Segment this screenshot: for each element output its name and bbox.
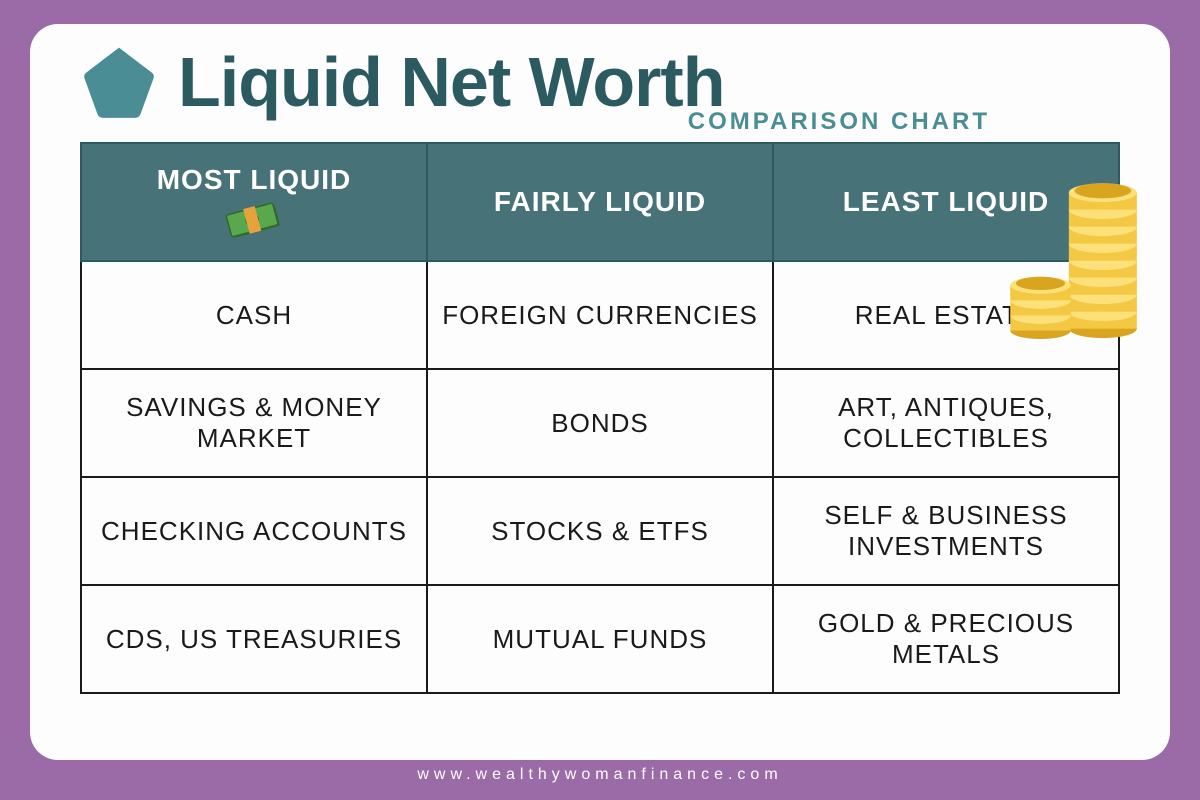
table-cell: SAVINGS & MONEY MARKET <box>81 369 427 477</box>
col-header-most-liquid: MOST LIQUID <box>81 143 427 261</box>
pentagon-icon <box>80 43 158 121</box>
footer-url: www.wealthywomanfinance.com <box>417 766 782 784</box>
cash-icon <box>224 202 284 240</box>
table-cell: MUTUAL FUNDS <box>427 585 773 693</box>
comparison-table: MOST LIQUID F <box>80 142 1120 694</box>
coins-icon <box>997 170 1152 340</box>
table-row: CHECKING ACCOUNTS STOCKS & ETFS SELF & B… <box>81 477 1119 585</box>
col-header-label: FAIRLY LIQUID <box>494 186 706 217</box>
subtitle: COMPARISON CHART <box>688 108 990 136</box>
table-row: CASH FOREIGN CURRENCIES REAL ESTATE <box>81 261 1119 369</box>
table-cell: CDS, US TREASURIES <box>81 585 427 693</box>
table-cell: GOLD & PRECIOUS METALS <box>773 585 1119 693</box>
table-cell: CHECKING ACCOUNTS <box>81 477 427 585</box>
page-title: Liquid Net Worth <box>178 42 725 122</box>
table-cell: ART, ANTIQUES, COLLECTIBLES <box>773 369 1119 477</box>
table-cell: FOREIGN CURRENCIES <box>427 261 773 369</box>
table-cell: CASH <box>81 261 427 369</box>
table-header-row: MOST LIQUID F <box>81 143 1119 261</box>
table-cell: BONDS <box>427 369 773 477</box>
table-cell: STOCKS & ETFS <box>427 477 773 585</box>
chart-card: Liquid Net Worth COMPARISON CHART MOST L… <box>30 24 1170 760</box>
col-header-label: MOST LIQUID <box>157 164 352 196</box>
table-wrap: MOST LIQUID F <box>80 142 1120 694</box>
table-row: CDS, US TREASURIES MUTUAL FUNDS GOLD & P… <box>81 585 1119 693</box>
table-row: SAVINGS & MONEY MARKET BONDS ART, ANTIQU… <box>81 369 1119 477</box>
table-cell: SELF & BUSINESS INVESTMENTS <box>773 477 1119 585</box>
col-header-fairly-liquid: FAIRLY LIQUID <box>427 143 773 261</box>
